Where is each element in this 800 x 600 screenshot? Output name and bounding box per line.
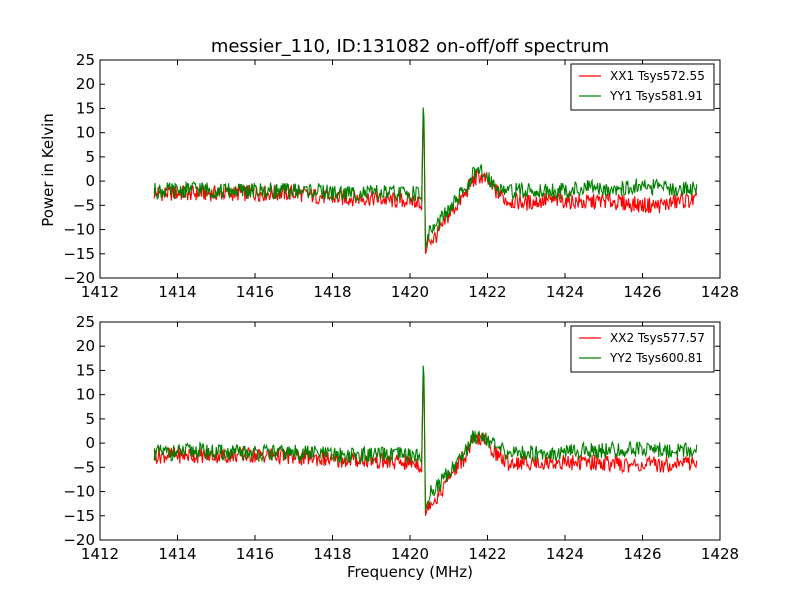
x-axis-label: Frequency (MHz) [347,563,473,581]
series-line-xx [153,375,698,516]
legend: XX1 Tsys572.55 YY1 Tsys581.91 [570,63,715,111]
y-tick-label: −10 [63,483,95,501]
legend: XX2 Tsys577.57 YY2 Tsys600.81 [570,325,715,373]
series-group [153,107,698,254]
x-tick-label: 1412 [81,545,119,563]
series-line-xx [153,117,698,254]
x-tick-label: 1420 [391,545,429,563]
y-tick-label: 20 [76,75,95,93]
y-tick-label: −10 [63,221,95,239]
legend-box [570,63,715,111]
x-tick-label: 1426 [623,545,661,563]
series-group [153,365,698,516]
panel-2: 1412 1414 1416 1418 1420 1422 1424 1426 1428 25 20… [63,313,739,563]
y-tick-label: 10 [76,386,95,404]
y-tick-label: 25 [76,51,95,69]
x-tick-label: 1428 [701,545,739,563]
x-tick-label: 1428 [701,283,739,301]
y-tick-label: 5 [85,148,95,166]
y-tick-label: −20 [63,531,95,549]
x-tick-label: 1414 [158,283,196,301]
y-tick-label: −20 [63,269,95,287]
legend-box [570,325,715,373]
panel-1: 1412 1414 1416 1418 1420 1422 1424 1426 1428 25 20… [63,51,739,301]
legend-label: XX1 Tsys572.55 [610,69,705,83]
x-tick-label: 1412 [81,283,119,301]
y-tick-label: 15 [76,99,95,117]
y-tick-label: 25 [76,313,95,331]
legend-label: XX2 Tsys577.57 [610,331,705,345]
series-line-yy [153,365,698,512]
y-tick-label: −15 [63,507,95,525]
y-tick-label: 10 [76,124,95,142]
y-tick-label: −5 [73,196,95,214]
x-tick-label: 1424 [546,283,584,301]
legend-label: YY1 Tsys581.91 [609,89,703,103]
x-tick-label: 1426 [623,283,661,301]
x-tick-label: 1420 [391,283,429,301]
x-tick-label: 1424 [546,545,584,563]
y-tick-label: −5 [73,458,95,476]
y-tick-label: −15 [63,245,95,263]
x-tick-label: 1418 [313,283,351,301]
y-tick-label: 0 [85,434,95,452]
x-tick-label: 1422 [468,545,506,563]
x-tick-label: 1418 [313,545,351,563]
y-tick-label: 20 [76,337,95,355]
legend-label: YY2 Tsys600.81 [609,351,703,365]
x-tick-label: 1416 [236,545,274,563]
y-axis-label: Power in Kelvin [39,113,57,227]
x-tick-label: 1422 [468,283,506,301]
y-tick-label: 5 [85,410,95,428]
x-tick-label: 1416 [236,283,274,301]
x-tick-label: 1414 [158,545,196,563]
chart-title: messier_110, ID:131082 on-off/off spectr… [211,36,609,57]
y-tick-label: 0 [85,172,95,190]
y-tick-label: 15 [76,361,95,379]
series-line-yy [153,107,698,250]
